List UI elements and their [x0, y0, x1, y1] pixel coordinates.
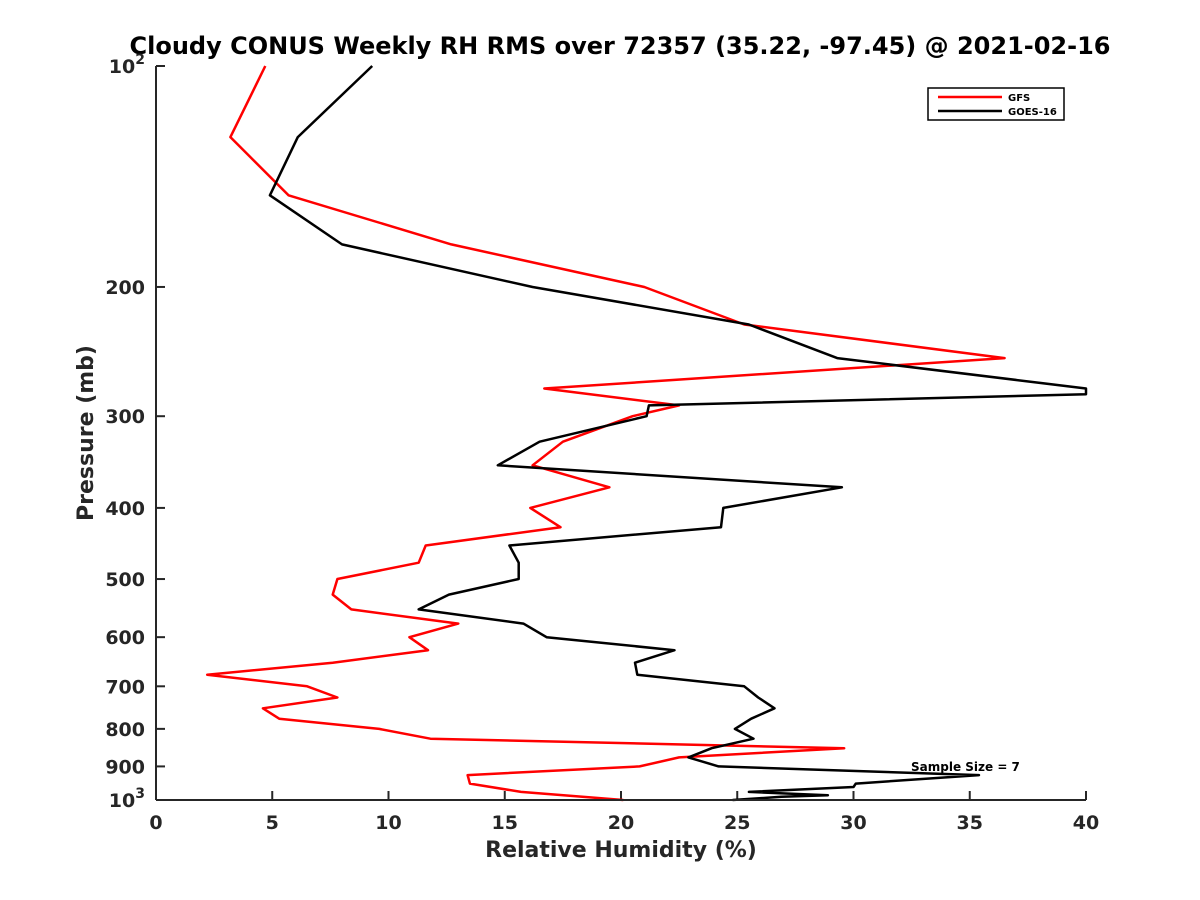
x-tick-label: 10 [375, 812, 401, 834]
y-tick-label: 700 [105, 676, 145, 698]
series-line-goes16 [268, 65, 1088, 802]
x-axis-label: Relative Humidity (%) [485, 838, 757, 863]
x-tick-label: 20 [608, 812, 634, 834]
y-tick-label: 600 [105, 627, 145, 649]
x-tick-label: 30 [840, 812, 866, 834]
y-axis-label: Pressure (mb) [74, 345, 99, 521]
x-tick-label: 5 [266, 812, 279, 834]
y-tick-exponent: 3 [135, 786, 145, 802]
legend-label-goes16: GOES-16 [1008, 107, 1057, 118]
series-line-gfs [205, 65, 1006, 802]
y-tick-label: 200 [105, 277, 145, 299]
chart-title: Cloudy CONUS Weekly RH RMS over 72357 (3… [130, 32, 1111, 60]
y-tick-label: 102 [109, 52, 145, 78]
y-tick-label: 400 [105, 498, 145, 520]
x-tick-label: 35 [957, 812, 983, 834]
y-tick-label: 500 [105, 569, 145, 591]
sample-size-annotation: Sample Size = 7 [911, 760, 1020, 774]
y-tick-label: 900 [105, 756, 145, 778]
y-tick-base: 10 [109, 56, 135, 78]
y-tick-label: 103 [109, 786, 145, 812]
x-tick-label: 0 [149, 812, 162, 834]
x-tick-label: 25 [724, 812, 750, 834]
x-tick-label: 40 [1073, 812, 1099, 834]
y-tick-base: 10 [109, 790, 135, 812]
legend: GFS GOES-16 [927, 87, 1065, 121]
y-tick-label: 300 [105, 406, 145, 428]
legend-label-gfs: GFS [1008, 93, 1030, 104]
legend-box [927, 87, 1065, 121]
y-tick-exponent: 2 [135, 52, 145, 68]
plot-frame [156, 66, 1086, 800]
y-tick-label: 800 [105, 719, 145, 741]
x-tick-label: 15 [492, 812, 518, 834]
